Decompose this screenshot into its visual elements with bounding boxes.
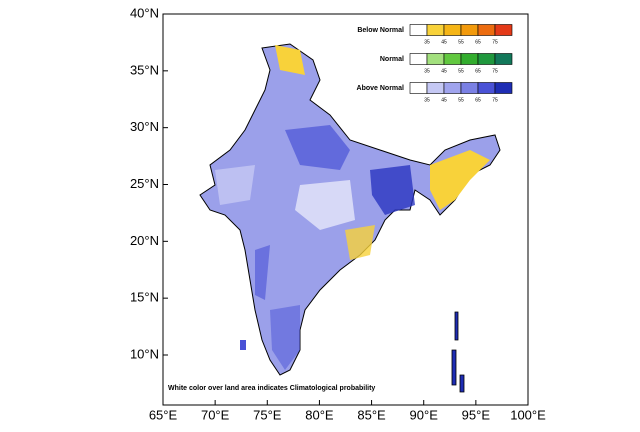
legend-label: Above Normal	[357, 85, 405, 92]
legend-tick: 75	[492, 39, 498, 45]
y-tick-label: 10°N	[130, 346, 159, 361]
legend-swatch	[426, 53, 445, 65]
x-tick-label: 75°E	[253, 407, 282, 422]
patch	[430, 150, 490, 210]
legend-swatch	[443, 82, 462, 94]
patch	[215, 165, 255, 205]
patch	[295, 180, 355, 230]
patch	[270, 305, 300, 370]
legend-tick: 65	[475, 97, 481, 103]
legend-swatch	[494, 24, 513, 36]
legend-tick: 75	[492, 68, 498, 74]
legend-label: Normal	[380, 56, 404, 63]
legend-tick: 55	[458, 39, 464, 45]
patch	[370, 165, 415, 215]
legend-swatch	[494, 82, 513, 94]
legend-tick: 45	[441, 97, 447, 103]
x-tick-label: 95°E	[462, 407, 491, 422]
y-tick-label: 20°N	[130, 233, 159, 248]
note: White color over land area indicates Cli…	[168, 385, 375, 392]
y-tick-label: 35°N	[130, 62, 159, 77]
x-tick-label: 85°E	[357, 407, 386, 422]
y-tick-label: 40°N	[130, 5, 159, 20]
legend-tick: 35	[424, 39, 430, 45]
legend-label: Below Normal	[357, 27, 404, 34]
legend-swatch	[409, 53, 428, 65]
patch	[285, 125, 350, 170]
y-tick-label: 25°N	[130, 176, 159, 191]
islands	[451, 311, 465, 393]
legend-tick: 55	[458, 97, 464, 103]
legend-swatch	[426, 24, 445, 36]
india-map	[199, 43, 501, 393]
legend-swatch	[494, 53, 513, 65]
legend-swatch	[409, 24, 428, 36]
legend-swatch	[477, 24, 496, 36]
legend-tick: 75	[492, 97, 498, 103]
islands	[240, 340, 246, 350]
patch	[345, 225, 375, 260]
legend-tick: 55	[458, 68, 464, 74]
x-tick-label: 70°E	[201, 407, 230, 422]
x-tick-label: 100°E	[510, 407, 546, 422]
legend-tick: 65	[475, 68, 481, 74]
x-tick-label: 65°E	[149, 407, 178, 422]
legend-tick: 35	[424, 97, 430, 103]
legend-swatch	[409, 82, 428, 94]
legend-tick: 45	[441, 39, 447, 45]
legend-swatch	[460, 82, 479, 94]
y-tick-label: 15°N	[130, 290, 159, 305]
legend-tick: 45	[441, 68, 447, 74]
legend-swatch	[460, 53, 479, 65]
legend-swatch	[477, 53, 496, 65]
patch	[255, 245, 270, 300]
x-tick-label: 80°E	[305, 407, 334, 422]
y-tick-label: 30°N	[130, 119, 159, 134]
legend-swatch	[443, 53, 462, 65]
legend-tick: 35	[424, 68, 430, 74]
legend-swatch	[460, 24, 479, 36]
legend-swatch	[477, 82, 496, 94]
legend-tick: 65	[475, 39, 481, 45]
patch	[275, 45, 305, 75]
legend-swatch	[443, 24, 462, 36]
legend-swatch	[426, 82, 445, 94]
x-tick-label: 90°E	[410, 407, 439, 422]
